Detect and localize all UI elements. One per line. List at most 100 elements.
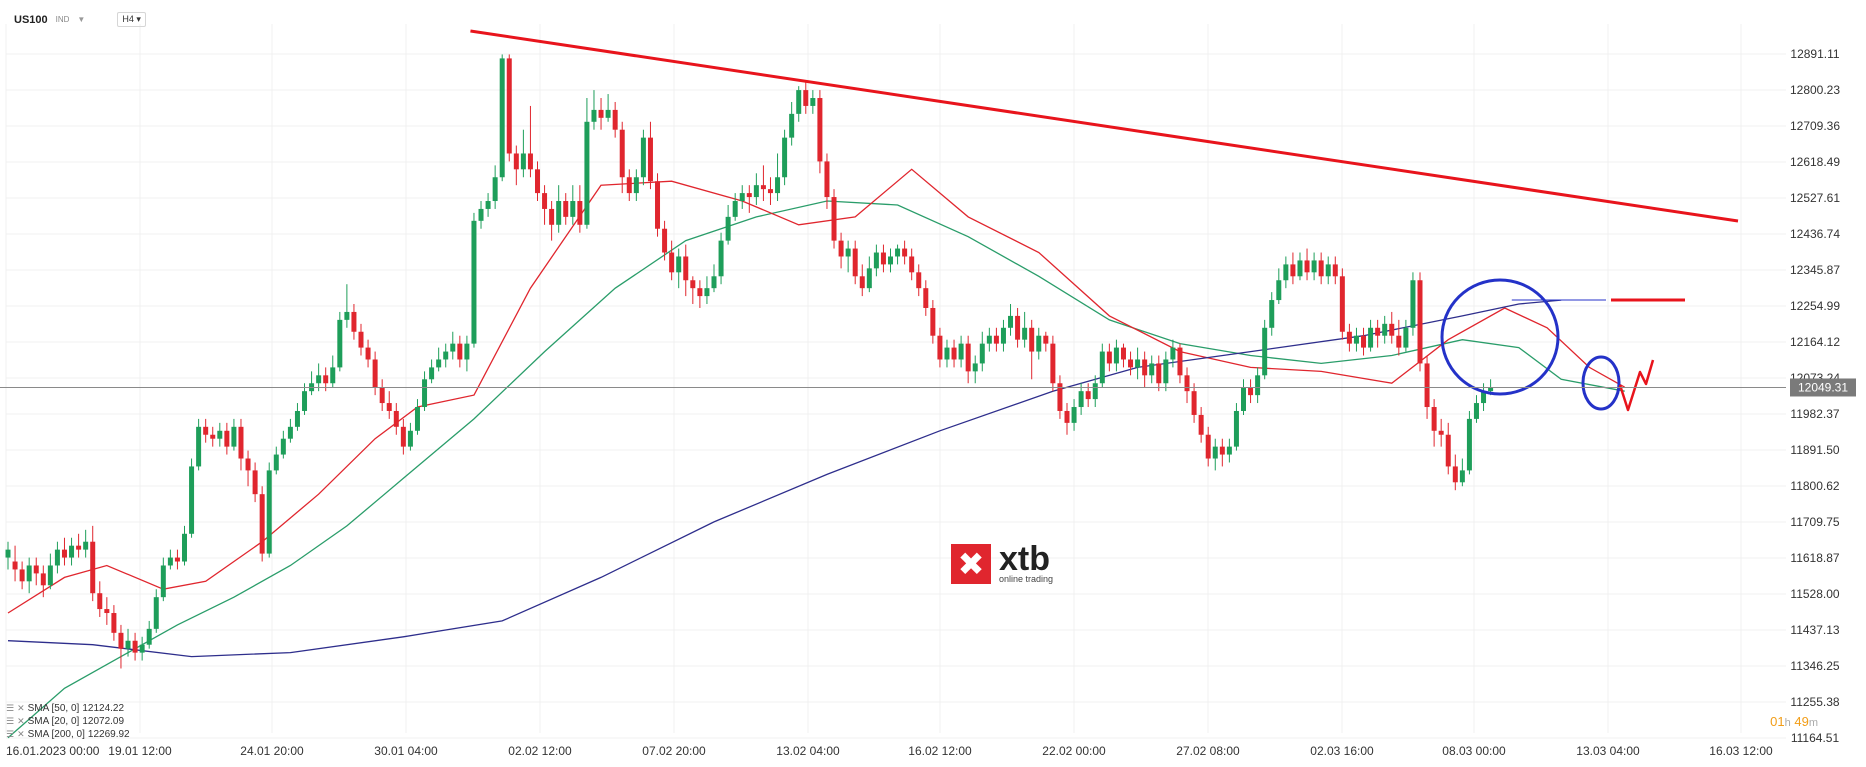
candle — [1184, 367, 1190, 404]
candle — [273, 446, 279, 475]
candle — [697, 280, 703, 308]
candle-body — [690, 280, 696, 289]
candle-body — [1022, 327, 1028, 340]
candle — [626, 169, 632, 202]
candle-body — [1120, 347, 1126, 360]
candle-body — [1304, 260, 1310, 273]
candle — [1283, 256, 1289, 289]
legend-value: 12072.09 — [82, 716, 125, 727]
symbol-label[interactable]: US100 — [14, 13, 48, 26]
candle — [1128, 351, 1134, 376]
price-axis[interactable]: 12891.11 12800.23 12709.36 12618.49 12527.61… — [1790, 47, 1856, 745]
timeframe-select[interactable]: H4 ▾ — [117, 12, 146, 27]
candle-body — [1353, 335, 1359, 344]
candle — [231, 418, 237, 451]
y-tick-label: 12800.23 — [1790, 83, 1840, 97]
candle — [485, 193, 491, 217]
x-tick-label: 16.01.2023 00:00 — [6, 744, 100, 758]
x-tick-label: 13.03 04:00 — [1576, 744, 1640, 758]
candle-body — [1057, 383, 1063, 411]
candle-body — [1339, 276, 1345, 332]
settings-icon[interactable]: ☰ — [6, 716, 15, 726]
candle — [294, 403, 300, 431]
candle-body — [803, 90, 809, 106]
candle — [1219, 438, 1225, 467]
candle-body — [203, 426, 209, 435]
close-icon[interactable]: ✕ — [17, 716, 25, 726]
logo-tagline: online trading — [999, 574, 1054, 584]
candle-body — [817, 98, 823, 162]
candle-body — [132, 640, 138, 653]
y-tick-label: 11891.50 — [1790, 443, 1839, 457]
close-icon[interactable]: ✕ — [17, 703, 25, 713]
candle — [83, 529, 89, 558]
candle — [1226, 438, 1232, 463]
candle — [1233, 403, 1239, 451]
candle-body — [414, 407, 420, 431]
candle — [1269, 292, 1275, 336]
candle — [358, 323, 364, 356]
candle-body — [1064, 410, 1070, 423]
candle-body — [986, 335, 992, 344]
candle — [690, 276, 696, 305]
y-tick-label: 11255.38 — [1790, 695, 1839, 709]
candle-body — [760, 185, 766, 190]
candle — [1043, 331, 1049, 352]
legend-item[interactable]: ☰ ✕ SMA [20, 0] 12072.09 — [6, 715, 130, 728]
y-tick-label: 11709.75 — [1790, 515, 1839, 529]
candle — [1177, 343, 1183, 384]
candle-body — [351, 311, 357, 332]
settings-icon[interactable]: ☰ — [6, 703, 15, 713]
candle-body — [676, 256, 682, 273]
candle — [1248, 379, 1254, 404]
candle — [1318, 252, 1324, 285]
candle-body — [97, 593, 103, 610]
candle — [266, 462, 272, 558]
candle — [944, 339, 950, 368]
settings-icon[interactable]: ☰ — [6, 729, 15, 739]
time-axis[interactable]: 16.01.2023 00:00 19.01 12:00 24.01 20:00 30… — [6, 744, 1773, 758]
candle — [153, 589, 159, 633]
candle-body — [923, 288, 929, 308]
instrument-bar: US100 IND ▼ H4 ▾ — [14, 12, 146, 27]
y-tick-label: 12618.49 — [1790, 155, 1840, 169]
candle-body — [626, 177, 632, 194]
candle-body — [5, 549, 11, 558]
legend-item[interactable]: ☰ ✕ SMA [200, 0] 12269.92 — [6, 728, 130, 741]
candle-body — [492, 177, 498, 202]
y-tick-label: 12527.61 — [1790, 191, 1840, 205]
legend-value: 12269.92 — [87, 729, 130, 740]
candle-body — [146, 628, 152, 645]
candle-body — [47, 565, 53, 586]
candle-body — [782, 137, 788, 178]
x-tick-label: 19.01 12:00 — [108, 744, 172, 758]
candle — [1403, 319, 1409, 352]
candle — [655, 173, 661, 237]
candle-body — [1029, 327, 1035, 352]
candle-body — [556, 201, 562, 225]
candle-body — [1283, 264, 1289, 281]
candle-body — [725, 216, 731, 241]
candle — [492, 165, 498, 209]
candle-body — [337, 319, 343, 368]
candle-body — [266, 470, 272, 554]
candle — [1241, 379, 1246, 415]
y-tick-label: 11800.62 — [1790, 479, 1839, 493]
candle-body — [1488, 387, 1494, 392]
candle-body — [1163, 359, 1169, 384]
candle-body — [245, 458, 251, 471]
timeframe-value: H4 — [122, 14, 134, 24]
candle — [535, 161, 540, 202]
chevron-down-icon[interactable]: ▼ — [77, 15, 86, 24]
candle-body — [1255, 375, 1261, 396]
close-icon[interactable]: ✕ — [17, 729, 25, 739]
candle — [923, 280, 929, 316]
candle — [217, 422, 223, 447]
candle — [12, 545, 18, 582]
legend-item[interactable]: ☰ ✕ SMA [50, 0] 12124.22 — [6, 702, 130, 715]
candle — [1191, 383, 1197, 423]
countdown-hours-unit: h — [1784, 717, 1791, 729]
candle — [767, 177, 773, 205]
candle-body — [1198, 414, 1204, 435]
